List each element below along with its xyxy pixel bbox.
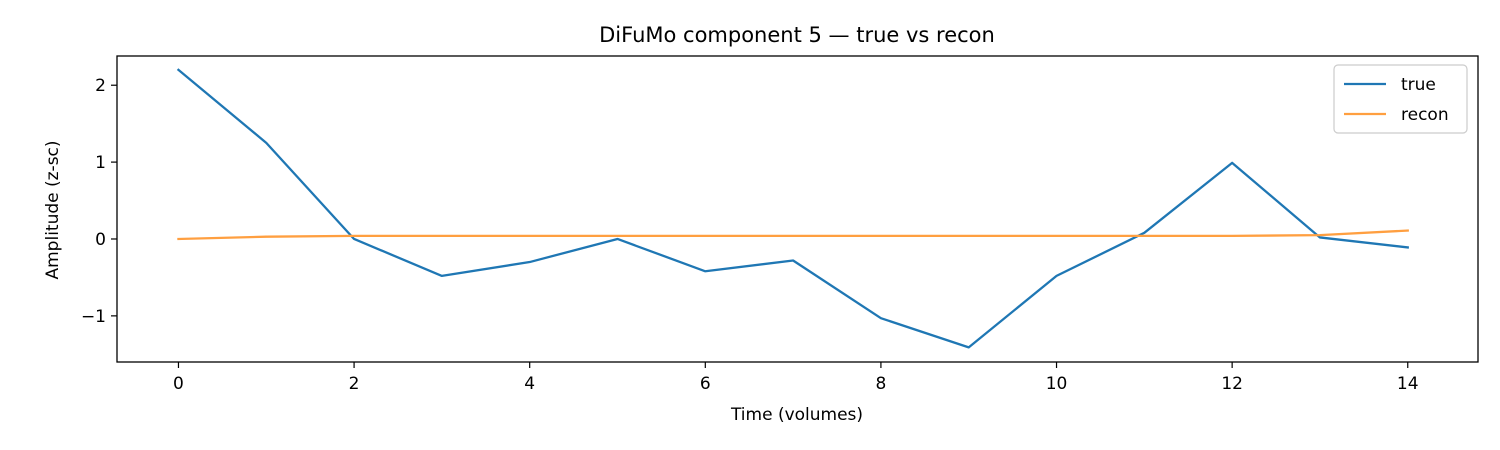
series-line-recon <box>177 229 1409 241</box>
legend-box <box>1333 64 1468 134</box>
legend-label-recon: recon <box>1401 105 1449 125</box>
x-tick-label: 6 <box>700 374 711 394</box>
y-axis-label: Amplitude (z-sc) <box>43 140 63 279</box>
x-tick-label: 10 <box>1046 374 1068 394</box>
plot-frame <box>116 55 1479 363</box>
x-tick-label: 8 <box>876 374 887 394</box>
x-axis-ticks: 0 2 4 6 8 10 12 14 <box>173 362 1419 394</box>
y-tick-label: 1 <box>95 153 106 173</box>
x-tick-label: 2 <box>349 374 360 394</box>
x-tick-label: 4 <box>524 374 535 394</box>
y-tick-label: 0 <box>95 230 106 250</box>
y-axis-ticks: −1 0 1 2 <box>81 76 117 327</box>
series-layer <box>176 68 1410 349</box>
legend: true recon <box>1333 64 1468 134</box>
x-tick-label: 14 <box>1397 374 1419 394</box>
y-tick-label: 2 <box>95 76 106 96</box>
x-tick-label: 0 <box>173 374 184 394</box>
x-tick-label: 12 <box>1221 374 1243 394</box>
x-axis-label: Time (volumes) <box>730 405 863 425</box>
y-tick-label: −1 <box>81 307 106 327</box>
chart-title: DiFuMo component 5 — true vs recon <box>599 23 995 47</box>
legend-label-true: true <box>1401 75 1436 95</box>
plot-area <box>116 55 1479 363</box>
series-line-true <box>176 68 1410 349</box>
